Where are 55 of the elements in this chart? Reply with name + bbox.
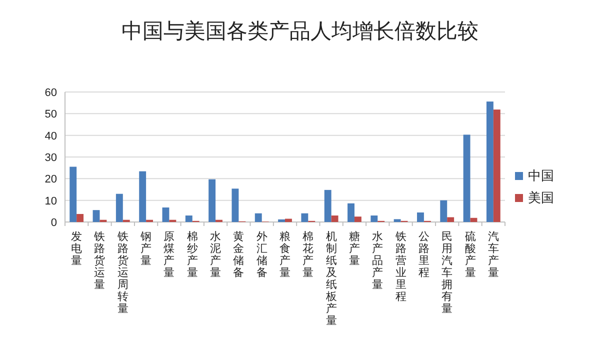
y-tick-label: 50 xyxy=(44,108,57,121)
x-tick-label: 钢产量 xyxy=(140,230,152,267)
bar xyxy=(70,166,77,222)
bar xyxy=(92,210,100,222)
legend-label: 美国 xyxy=(528,190,554,206)
x-tick-label: 原煤产量 xyxy=(164,230,175,279)
bar xyxy=(331,216,338,222)
y-tick-label: 0 xyxy=(50,217,57,229)
x-tick-label: 汽车产量 xyxy=(488,230,499,279)
x-tick-label: 铁路货运量 xyxy=(93,230,106,291)
bar xyxy=(208,179,216,222)
x-tick-label: 发电量 xyxy=(71,230,82,267)
bar xyxy=(116,194,123,222)
bar xyxy=(417,212,424,222)
bar xyxy=(76,214,84,222)
y-tick-label: 10 xyxy=(44,195,57,208)
x-tick-label: 黄金储备 xyxy=(233,230,244,279)
bar xyxy=(493,110,500,222)
bar xyxy=(162,207,170,222)
x-tick-label: 棉花产量 xyxy=(302,230,314,279)
bar xyxy=(447,217,454,222)
x-tick-label: 糖产量 xyxy=(348,230,360,267)
bar xyxy=(301,213,308,222)
x-tick-label: 铁路货运周转量 xyxy=(116,230,128,315)
bar xyxy=(254,213,262,222)
y-tick-label: 30 xyxy=(44,152,57,164)
bar xyxy=(232,188,239,222)
bar xyxy=(185,216,192,222)
bar xyxy=(278,219,285,222)
x-tick-label: 机制纸及纸板产量 xyxy=(324,230,337,327)
bar xyxy=(370,216,378,222)
bar xyxy=(470,218,478,222)
bar xyxy=(354,216,362,222)
y-tick-label: 40 xyxy=(44,130,57,142)
legend-label: 中国 xyxy=(528,169,554,184)
bar xyxy=(324,190,332,222)
bar xyxy=(486,102,494,222)
bar xyxy=(463,134,470,222)
x-tick-label: 水产品产量 xyxy=(372,230,384,291)
bar xyxy=(440,200,448,222)
chart-title: 中国与美国各类产品人均增长倍数比较 xyxy=(122,19,478,43)
bar xyxy=(139,171,146,222)
bar xyxy=(394,219,401,222)
bar xyxy=(348,203,354,222)
y-tick-label: 60 xyxy=(44,87,57,99)
x-tick-label: 民用汽车拥有量 xyxy=(442,230,453,315)
x-tick-label: 硫酸产量 xyxy=(464,230,476,279)
x-tick-label: 水泥产量 xyxy=(210,230,222,279)
x-tick-label: 棉纱产量 xyxy=(186,230,198,279)
y-tick-label: 20 xyxy=(44,174,57,186)
x-tick-label: 粮食产量 xyxy=(280,230,290,279)
bar xyxy=(285,218,292,222)
x-tick-label: 外汇储备 xyxy=(256,230,268,279)
x-tick-label: 铁路营业里程 xyxy=(394,230,406,303)
x-tick-label: 公路里程 xyxy=(418,230,430,279)
